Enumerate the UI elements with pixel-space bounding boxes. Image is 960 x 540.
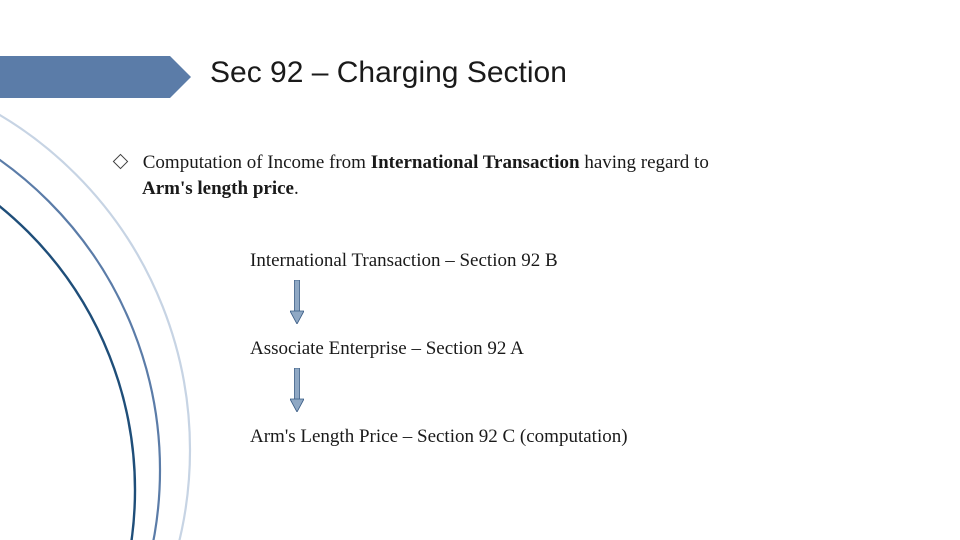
bullet-pre: Computation of Income from — [143, 152, 371, 173]
bullet-mid: having regard to — [580, 152, 709, 173]
slide-title: Sec 92 – Charging Section — [210, 56, 567, 90]
title-accent-bar — [0, 56, 170, 98]
flow-arrow-1 — [290, 280, 628, 330]
bullet-bold2: Arm's length price — [142, 178, 294, 199]
diamond-bullet-icon — [113, 154, 129, 170]
flow-arrow-2 — [290, 368, 628, 418]
flow-list: International Transaction – Section 92 B… — [250, 250, 628, 448]
flow-item-3: Arm's Length Price – Section 92 C (compu… — [250, 426, 628, 448]
main-bullet: Computation of Income from International… — [115, 150, 840, 201]
bullet-bold1: International Transaction — [371, 152, 580, 173]
bullet-line2: Arm's length price. — [142, 176, 840, 202]
flow-item-2: Associate Enterprise – Section 92 A — [250, 338, 628, 360]
bullet-post: . — [294, 178, 299, 199]
down-arrow-icon — [290, 280, 304, 324]
flow-item-1: International Transaction – Section 92 B — [250, 250, 628, 272]
down-arrow-icon — [290, 368, 304, 412]
bullet-text: Computation of Income from International… — [143, 152, 709, 173]
